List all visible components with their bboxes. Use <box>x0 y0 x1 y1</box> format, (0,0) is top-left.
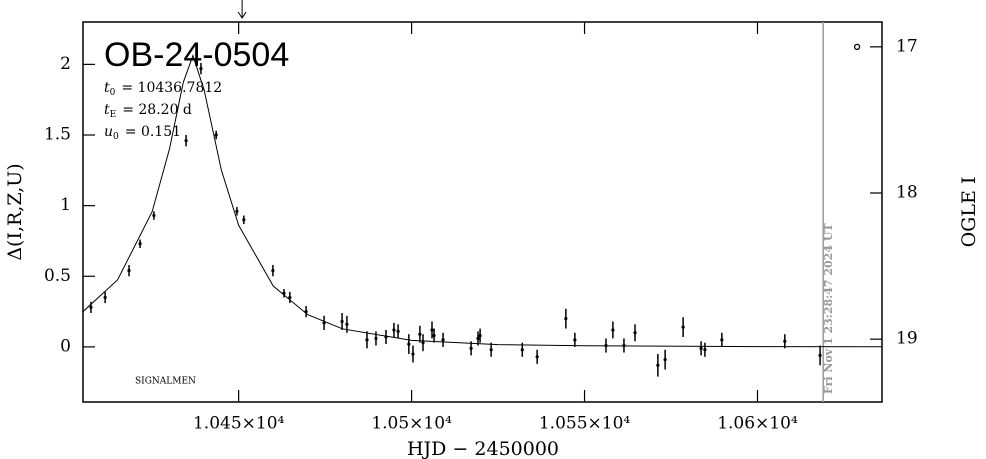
data-point <box>421 341 425 345</box>
parameter: t0 = 10436.7812 <box>104 80 222 98</box>
data-point <box>374 336 378 341</box>
data-point <box>271 269 275 273</box>
credit: SIGNALMEN <box>135 377 196 387</box>
data-point <box>520 348 524 352</box>
data-point <box>703 348 707 352</box>
y-tick-label: 1.5 <box>44 125 71 145</box>
x-tick-label: 1.05×10⁴ <box>371 414 452 434</box>
y2-tick-label: 19 <box>896 329 918 349</box>
data-point <box>411 352 415 356</box>
parameter-text: = 28.20 d <box>122 102 192 118</box>
data-point <box>127 269 131 273</box>
y-tick-label: 0.5 <box>44 266 71 286</box>
data-point <box>430 328 434 332</box>
x-tick-label: 1.06×10⁴ <box>717 414 798 434</box>
data-point <box>235 209 239 213</box>
data-point <box>699 346 703 350</box>
data-point <box>681 325 685 329</box>
y-tick-label: 1 <box>60 195 71 215</box>
y2-axis-label: OGLE I <box>958 177 980 248</box>
outlier-point <box>853 43 861 50</box>
data-point <box>720 338 724 342</box>
data-point <box>184 139 188 143</box>
data-point <box>345 322 349 326</box>
data-point <box>392 328 396 332</box>
plot-frame <box>82 21 883 403</box>
parameter-sub: 0 <box>113 132 119 142</box>
data-point <box>535 355 539 359</box>
data-point <box>396 329 400 333</box>
data-point <box>322 321 326 325</box>
parameter-symbol: t <box>104 102 110 118</box>
data-point <box>152 213 156 218</box>
arrow <box>237 0 247 19</box>
data-point <box>611 328 615 332</box>
data-point <box>564 317 568 321</box>
data-point <box>418 332 422 336</box>
parameter: tE = 28.20 d <box>104 102 192 120</box>
data-point <box>476 336 480 341</box>
data-point <box>432 334 436 338</box>
data-point <box>469 346 473 350</box>
data-point <box>282 291 286 295</box>
model-line <box>83 54 882 348</box>
parameter-text: = 0.151 <box>125 124 181 140</box>
data-point <box>304 309 308 314</box>
data-point <box>199 67 203 71</box>
y2-tick-label: 17 <box>896 36 918 56</box>
data-point <box>407 342 411 346</box>
x-tick-label: 1.055×10⁴ <box>539 414 631 434</box>
data-point <box>242 218 246 222</box>
parameter-text: = 10436.7812 <box>121 80 222 96</box>
parameter: u0 = 0.151 <box>104 124 181 142</box>
parameter-symbol: t <box>104 80 110 96</box>
data-point <box>604 343 608 348</box>
data-point <box>103 295 107 300</box>
parameter-sub: E <box>110 110 117 120</box>
y2-tick-label: 18 <box>896 183 918 203</box>
y-tick-label: 0 <box>60 336 71 356</box>
data-point <box>138 242 142 246</box>
data-point <box>288 295 292 300</box>
data-point <box>384 335 388 339</box>
data-point <box>656 363 660 367</box>
data-point <box>573 338 577 342</box>
x-axis-label: HJD − 2450000 <box>407 438 559 459</box>
parameter-sub: 0 <box>110 88 116 98</box>
y-tick-label: 2 <box>60 54 71 74</box>
data-point <box>365 338 369 342</box>
timestamp: Fri Nov 1 23:28:47 2024 UT <box>822 223 835 394</box>
data-point <box>663 358 667 362</box>
data-point <box>89 305 93 309</box>
data-point <box>783 339 787 343</box>
data-point <box>622 343 626 348</box>
data-point <box>340 319 344 324</box>
data-point <box>633 331 637 335</box>
x-tick-label: 1.045×10⁴ <box>193 414 285 434</box>
parameter-symbol: u <box>104 124 113 140</box>
y-axis-label: Δ(I,R,Z,U) <box>4 163 26 260</box>
data-point <box>214 133 218 137</box>
data-point <box>489 348 493 352</box>
data-point <box>818 353 822 357</box>
data-point <box>441 338 445 342</box>
data-point <box>478 334 482 338</box>
